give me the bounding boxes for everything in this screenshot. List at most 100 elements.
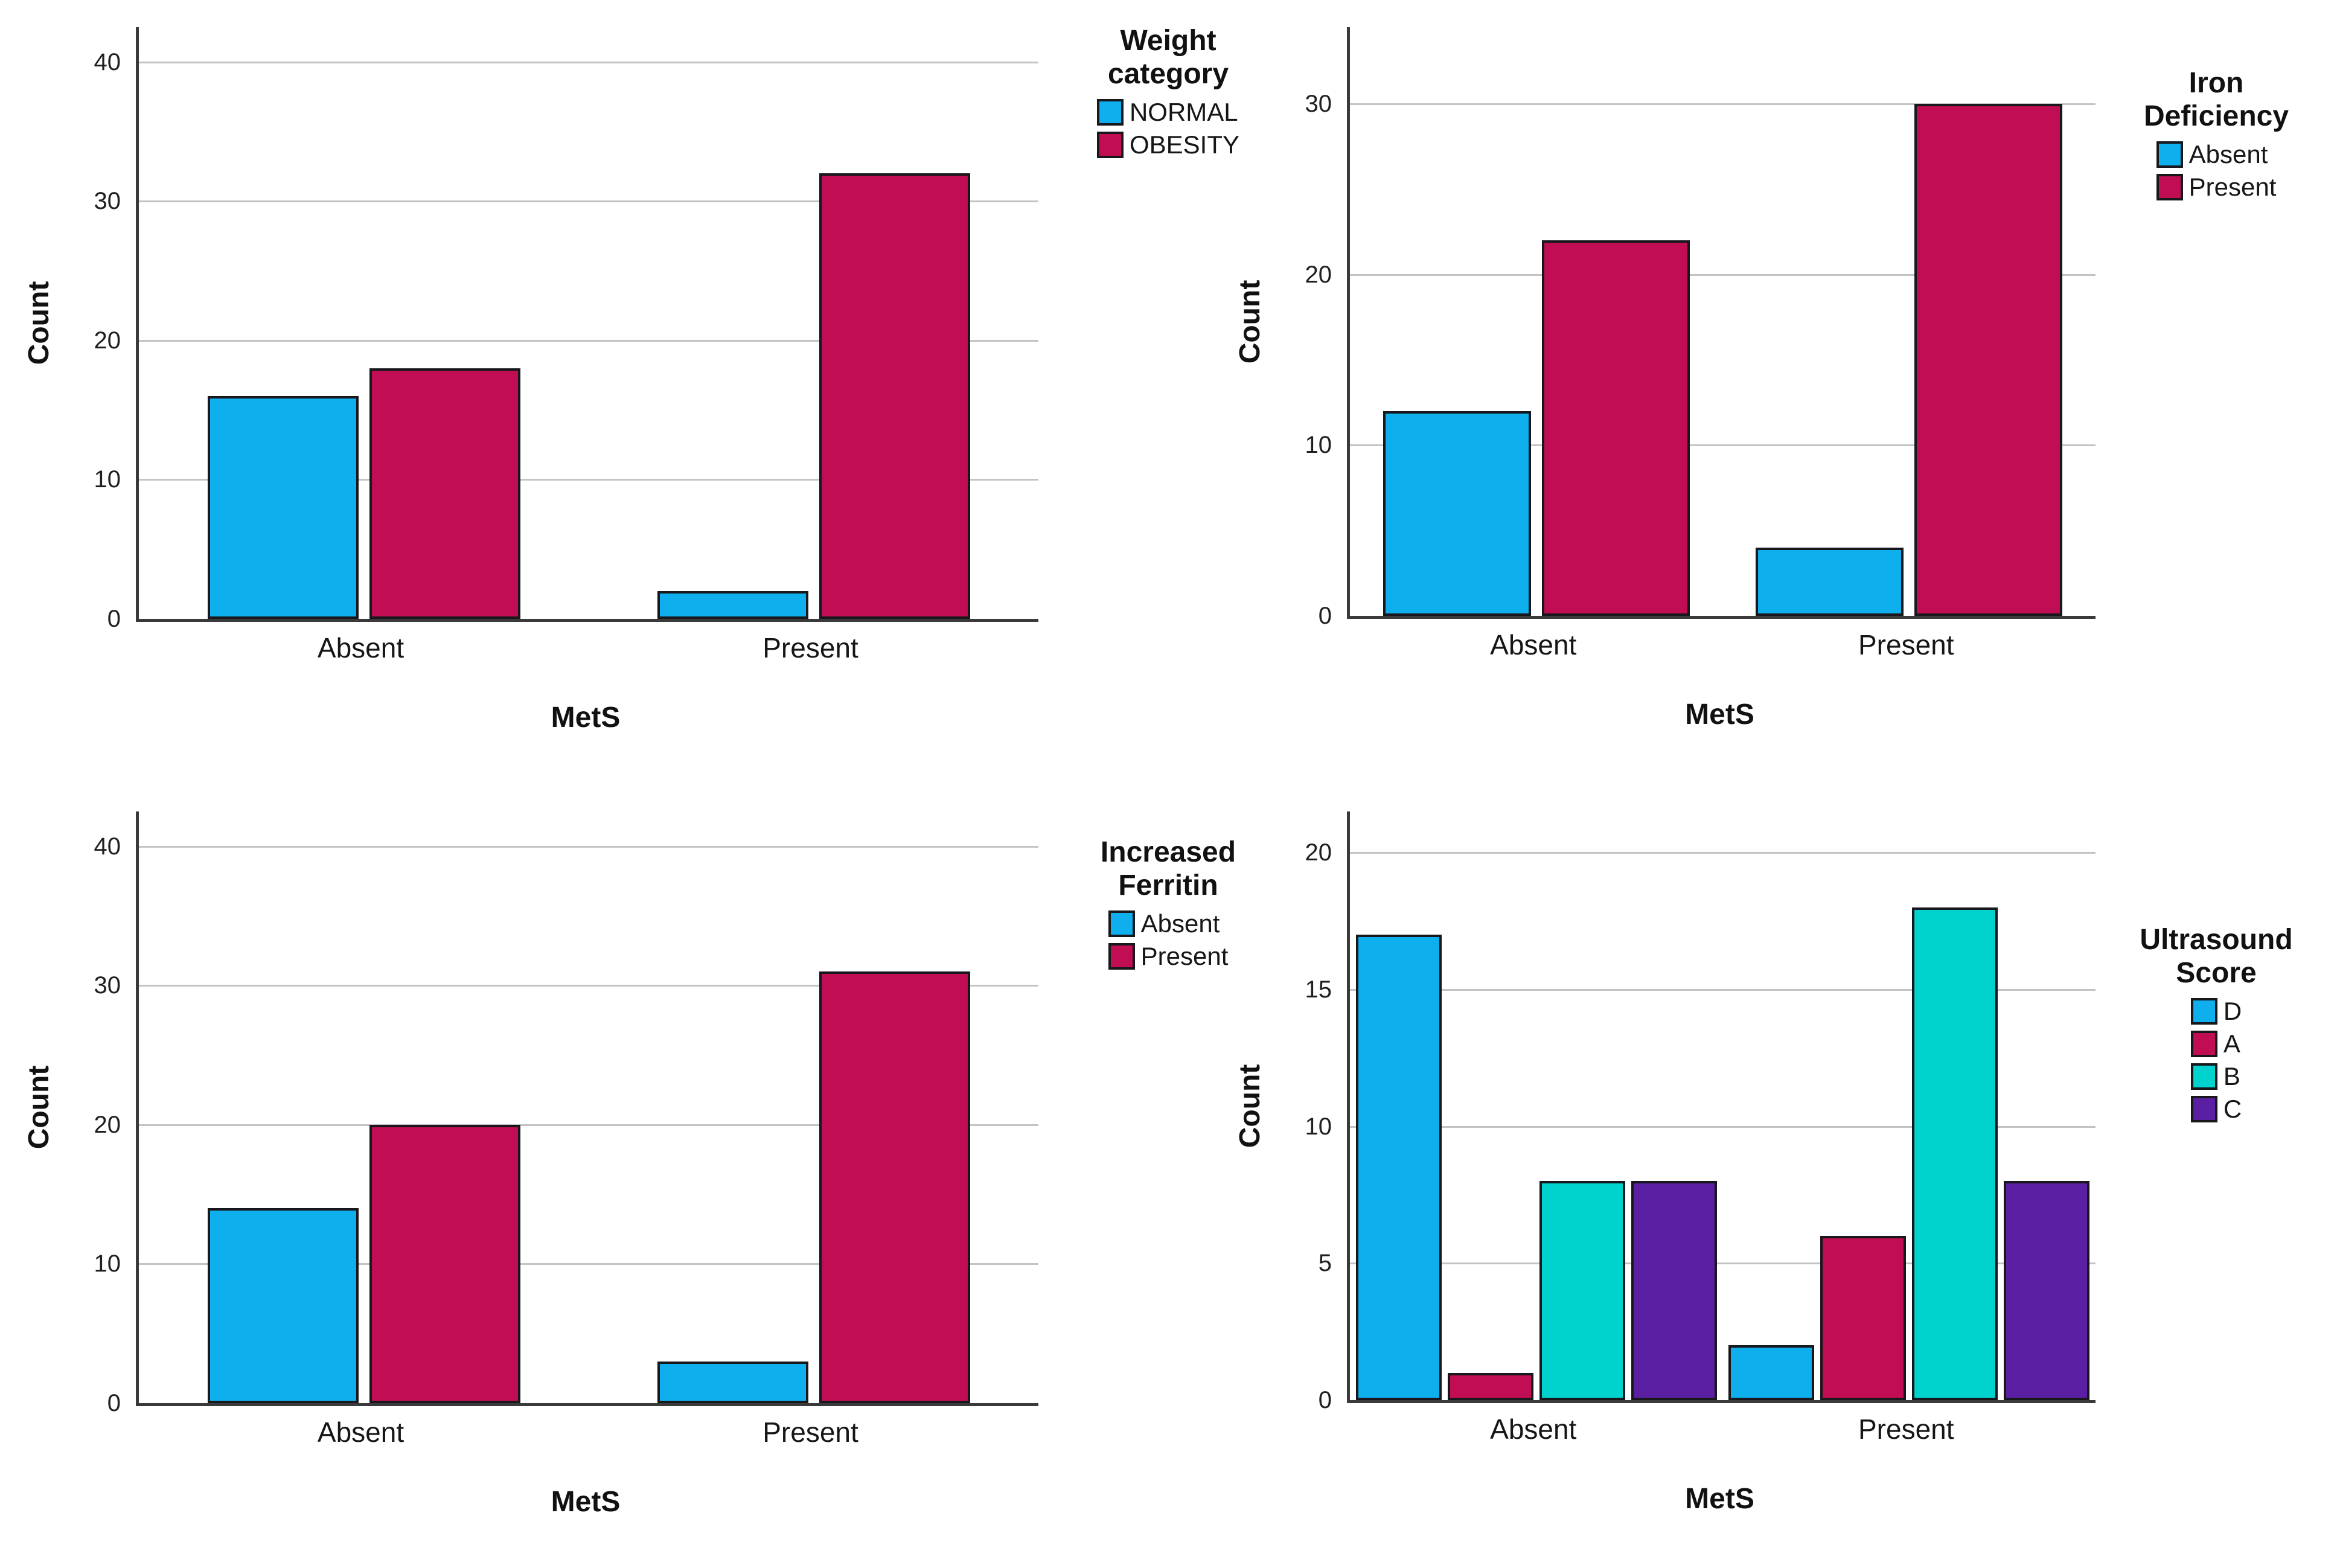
y-tick-label-30: 30 xyxy=(94,972,121,999)
chart-increased-ferritin: Count 0 10 20 30 40 Absent Present MetS Increased… xyxy=(0,784,1236,1568)
legend-title: Weight category xyxy=(1053,24,1283,91)
gridline-10 xyxy=(1350,1125,2096,1128)
y-tick-label-15: 15 xyxy=(1305,976,1332,1003)
legend: Increased Ferritin Absent Present xyxy=(1053,836,1283,976)
gridline-10 xyxy=(139,1263,1038,1266)
legend-label-a: A xyxy=(2223,1029,2240,1058)
y-tick-label-20: 20 xyxy=(94,327,121,354)
category-label-present: Present xyxy=(762,1416,858,1448)
category-label-present: Present xyxy=(762,632,858,664)
y-tick-label-10: 10 xyxy=(1305,1113,1332,1140)
plot-area xyxy=(1347,27,2096,619)
mets-axis-title: MetS xyxy=(1685,1483,1754,1515)
legend-item-a: A xyxy=(2190,1029,2242,1058)
legend-title-line: Ferritin xyxy=(1118,869,1218,902)
gridline-40 xyxy=(139,61,1038,63)
legend-label-absent: Absent xyxy=(1140,909,1220,938)
gridline-30 xyxy=(1350,103,2096,106)
legend-label-c: C xyxy=(2223,1095,2242,1124)
legend-items: Absent Present xyxy=(1108,909,1229,971)
legend-title-line: Deficiency xyxy=(2143,100,2289,133)
legend-item-c: C xyxy=(2190,1095,2242,1124)
legend-title-line: Weight xyxy=(1120,25,1216,57)
category-label-absent: Absent xyxy=(1490,1413,1577,1445)
legend-swatch-present xyxy=(2156,174,2183,201)
legend-item-obesity: OBESITY xyxy=(1096,132,1239,159)
legend-title-line: Increased xyxy=(1100,836,1236,868)
legend-label-b: B xyxy=(2223,1062,2240,1091)
y-tick-label-10: 10 xyxy=(1305,432,1332,459)
plot-area xyxy=(136,27,1038,622)
y-tick-label-40: 40 xyxy=(94,833,121,860)
category-label-absent: Absent xyxy=(317,1416,404,1448)
bar-d-absent xyxy=(1355,935,1442,1400)
legend-title-line: Ultrasound xyxy=(2140,924,2293,956)
bar-present-absent xyxy=(1541,240,1690,616)
legend-swatch-a xyxy=(2190,1031,2217,1058)
legend-item-normal: NORMAL xyxy=(1096,98,1239,127)
bar-c-absent xyxy=(1631,1181,1717,1400)
legend-item-absent: Absent xyxy=(1108,909,1229,938)
legend-item-present: Present xyxy=(2156,173,2277,202)
gridline-20 xyxy=(1350,274,2096,276)
legend: Ultrasound Score D A B C xyxy=(2102,923,2331,1128)
count-axis-title: Count xyxy=(1234,280,1266,363)
legend-swatch-normal xyxy=(1096,99,1124,126)
legend-label-normal: NORMAL xyxy=(1129,98,1238,127)
gridline-10 xyxy=(139,479,1038,481)
legend-title-line: Iron xyxy=(2188,67,2244,99)
gridline-20 xyxy=(139,339,1038,342)
gridline-30 xyxy=(139,200,1038,203)
legend-swatch-present xyxy=(1108,943,1135,970)
bar-present-present xyxy=(819,971,970,1403)
y-tick-label-0: 0 xyxy=(1318,603,1332,629)
legend-swatch-c xyxy=(2190,1096,2217,1123)
legend-title: Increased Ferritin xyxy=(1053,836,1283,902)
bar-c-present xyxy=(2004,1181,2090,1400)
bar-present-absent xyxy=(369,1124,520,1403)
bar-obesity-present xyxy=(819,173,970,619)
bar-d-present xyxy=(1728,1345,1815,1400)
legend-label-d: D xyxy=(2223,997,2242,1026)
bar-absent-present xyxy=(1756,547,1904,616)
bar-absent-absent xyxy=(207,1208,359,1403)
bar-obesity-absent xyxy=(369,368,520,619)
legend-item-present: Present xyxy=(1108,942,1229,971)
legend-swatch-absent xyxy=(1108,910,1135,938)
y-tick-label-0: 0 xyxy=(107,606,121,632)
y-tick-label-0: 0 xyxy=(1318,1387,1332,1413)
legend-swatch-d xyxy=(2190,998,2217,1025)
legend: Weight category NORMAL OBESITY xyxy=(1053,24,1283,164)
mets-axis-title: MetS xyxy=(551,702,621,734)
plot-area xyxy=(1347,811,2096,1403)
category-label-absent: Absent xyxy=(317,632,404,664)
legend-label-present: Present xyxy=(2188,173,2277,202)
mets-axis-title: MetS xyxy=(1685,699,1754,731)
legend-items: NORMAL OBESITY xyxy=(1096,98,1239,159)
legend-title: Iron Deficiency xyxy=(2102,66,2331,133)
legend-swatch-b xyxy=(2190,1063,2217,1090)
legend-title: Ultrasound Score xyxy=(2102,923,2331,990)
gridline-15 xyxy=(1350,988,2096,991)
bar-absent-present xyxy=(657,1361,808,1403)
category-label-present: Present xyxy=(1858,629,1954,661)
legend-item-d: D xyxy=(2190,997,2242,1026)
y-tick-label-10: 10 xyxy=(94,466,121,493)
legend-label-present: Present xyxy=(1140,942,1229,971)
plot-area xyxy=(136,811,1038,1406)
bar-b-absent xyxy=(1539,1181,1625,1400)
legend-items: Absent Present xyxy=(2156,140,2277,202)
legend-title-line: category xyxy=(1107,58,1229,91)
legend-title-line: Score xyxy=(2176,957,2257,990)
bar-absent-absent xyxy=(1383,411,1531,616)
bar-b-present xyxy=(1912,907,1998,1400)
bar-a-present xyxy=(1820,1235,1907,1400)
gridline-40 xyxy=(139,845,1038,848)
gridline-20 xyxy=(1350,852,2096,854)
gridline-5 xyxy=(1350,1262,2096,1265)
legend-label-absent: Absent xyxy=(2188,140,2268,169)
category-label-absent: Absent xyxy=(1490,629,1577,661)
bar-a-absent xyxy=(1447,1372,1533,1400)
